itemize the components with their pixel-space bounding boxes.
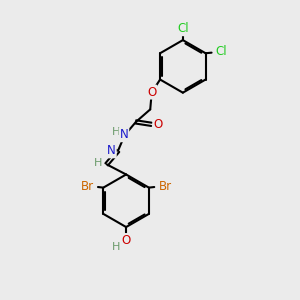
Text: O: O [153,118,163,131]
Text: O: O [147,85,156,99]
Text: Cl: Cl [215,45,227,58]
Text: Cl: Cl [177,22,189,35]
Text: N: N [120,128,128,141]
Text: Br: Br [81,180,94,193]
Text: Br: Br [158,180,172,193]
Text: H: H [112,242,120,252]
Text: H: H [112,128,121,137]
Text: O: O [122,234,131,247]
Text: H: H [94,158,103,168]
Text: N: N [107,144,116,158]
